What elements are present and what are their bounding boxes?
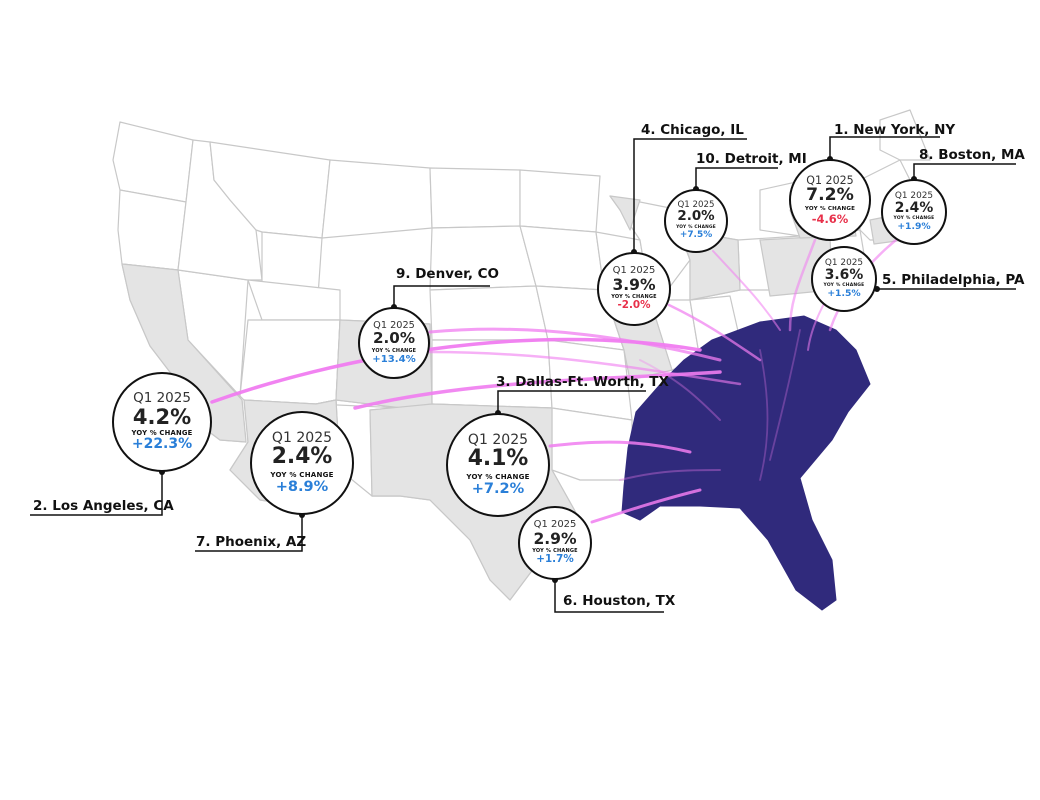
- change-header: YOY % CHANGE: [823, 283, 865, 289]
- market-value: 3.9%: [612, 275, 656, 294]
- stat-header: Q1 2025: [612, 265, 656, 277]
- market-change: -4.6%: [811, 211, 849, 226]
- migration-arc: [639, 359, 721, 421]
- stat-header: Q1 2025: [806, 173, 854, 187]
- state-outline: [247, 279, 341, 321]
- market-label-boston: 8. Boston, MA: [919, 147, 1025, 163]
- migration-arc: [428, 350, 742, 386]
- market-value: 2.4%: [894, 199, 934, 216]
- change-header: YOY % CHANGE: [466, 471, 530, 481]
- leader-line: [195, 515, 303, 552]
- leader-line: [393, 285, 490, 307]
- highlighted-state: [609, 195, 641, 231]
- market-change: -2.0%: [617, 299, 651, 312]
- market-bubble-new-york: Q1 2025 7.2% YOY % CHANGE -4.6%: [789, 159, 871, 241]
- market-value: 2.9%: [533, 529, 577, 548]
- state-outline: [879, 109, 931, 161]
- change-header: YOY % CHANGE: [676, 225, 716, 231]
- stat-header: Q1 2025: [824, 257, 864, 268]
- migration-arc: [548, 440, 692, 454]
- market-label-los-angeles: 2. Los Angeles, CA: [33, 498, 174, 514]
- market-label-chicago: 4. Chicago, IL: [641, 122, 744, 138]
- market-bubble-phoenix: Q1 2025 2.4% YOY % CHANGE +8.9%: [250, 411, 354, 515]
- market-bubble-detroit: Q1 2025 2.0% YOY % CHANGE +7.5%: [664, 189, 728, 253]
- change-header: YOY % CHANGE: [893, 216, 935, 222]
- leader-line: [497, 390, 646, 413]
- leader-line: [829, 136, 940, 159]
- stat-header: Q1 2025: [677, 200, 715, 211]
- market-value: 2.4%: [271, 444, 333, 469]
- migration-arc: [619, 469, 721, 481]
- migration-arc: [353, 370, 722, 410]
- state-outline: [112, 121, 194, 203]
- southeast-region: [621, 315, 871, 611]
- change-header: YOY % CHANGE: [371, 347, 417, 354]
- market-bubble-chicago: Q1 2025 3.9% YOY % CHANGE -2.0%: [597, 252, 671, 326]
- leader-line: [913, 163, 1016, 179]
- market-value: 3.6%: [824, 266, 864, 283]
- state-outline: [239, 319, 341, 405]
- state-outline: [519, 169, 601, 233]
- highlighted-state: [121, 263, 247, 443]
- migration-arc: [788, 238, 817, 332]
- market-value: 4.1%: [467, 446, 529, 471]
- leader-lines: [30, 136, 1016, 613]
- migration-arc: [759, 349, 769, 481]
- stat-header: Q1 2025: [894, 190, 934, 201]
- market-label-new-york: 1. New York, NY: [834, 122, 956, 138]
- market-change: +1.7%: [536, 553, 574, 566]
- change-header: YOY % CHANGE: [611, 293, 657, 300]
- leader-line: [633, 138, 747, 252]
- market-bubble-boston: Q1 2025 2.4% YOY % CHANGE +1.9%: [881, 179, 947, 245]
- leader-line: [554, 580, 664, 613]
- change-header: YOY % CHANGE: [804, 206, 856, 213]
- leader-line: [695, 167, 778, 189]
- market-bubble-philadelphia: Q1 2025 3.6% YOY % CHANGE +1.5%: [811, 246, 877, 312]
- market-value: 4.2%: [132, 404, 192, 429]
- market-label-dallas: 3. Dallas-Ft. Worth, TX: [496, 374, 669, 390]
- market-label-houston: 6. Houston, TX: [563, 593, 676, 609]
- stat-header: Q1 2025: [373, 319, 415, 331]
- change-header: YOY % CHANGE: [532, 547, 578, 554]
- market-change: +7.2%: [471, 479, 525, 497]
- market-bubble-dallas: Q1 2025 4.1% YOY % CHANGE +7.2%: [446, 413, 550, 517]
- state-outline: [429, 167, 521, 229]
- market-bubble-los-angeles: Q1 2025 4.2% YOY % CHANGE +22.3%: [112, 372, 212, 472]
- market-value: 7.2%: [806, 185, 854, 206]
- leader-line: [30, 472, 163, 516]
- market-bubble-denver: Q1 2025 2.0% YOY % CHANGE +13.4%: [358, 307, 430, 379]
- migration-arc: [428, 327, 722, 362]
- market-label-detroit: 10. Detroit, MI: [696, 151, 807, 167]
- market-label-phoenix: 7. Phoenix, AZ: [196, 534, 307, 550]
- market-label-denver: 9. Denver, CO: [396, 266, 500, 282]
- migration-arc: [769, 329, 801, 461]
- migration-arc: [590, 488, 702, 524]
- stat-header: Q1 2025: [133, 390, 191, 407]
- stat-header: Q1 2025: [271, 430, 333, 447]
- market-value: 2.0%: [373, 328, 415, 347]
- market-change: +22.3%: [131, 436, 193, 453]
- market-label-philadelphia: 5. Philadelphia, PA: [882, 272, 1025, 288]
- market-change: +8.9%: [275, 477, 329, 495]
- market-change: +1.9%: [897, 221, 931, 233]
- change-header: YOY % CHANGE: [131, 428, 193, 437]
- change-header: YOY % CHANGE: [270, 469, 334, 479]
- market-value: 2.0%: [677, 209, 715, 225]
- stat-header: Q1 2025: [467, 432, 529, 449]
- market-change: +13.4%: [372, 354, 416, 366]
- state-outline: [321, 159, 433, 239]
- migration-arc: [667, 303, 762, 362]
- state-outline: [117, 189, 187, 271]
- migration-arc: [712, 250, 781, 331]
- market-change: +7.5%: [679, 230, 713, 241]
- stat-header: Q1 2025: [533, 519, 577, 531]
- market-bubble-houston: Q1 2025 2.9% YOY % CHANGE +1.7%: [518, 506, 592, 580]
- market-change: +1.5%: [827, 288, 861, 300]
